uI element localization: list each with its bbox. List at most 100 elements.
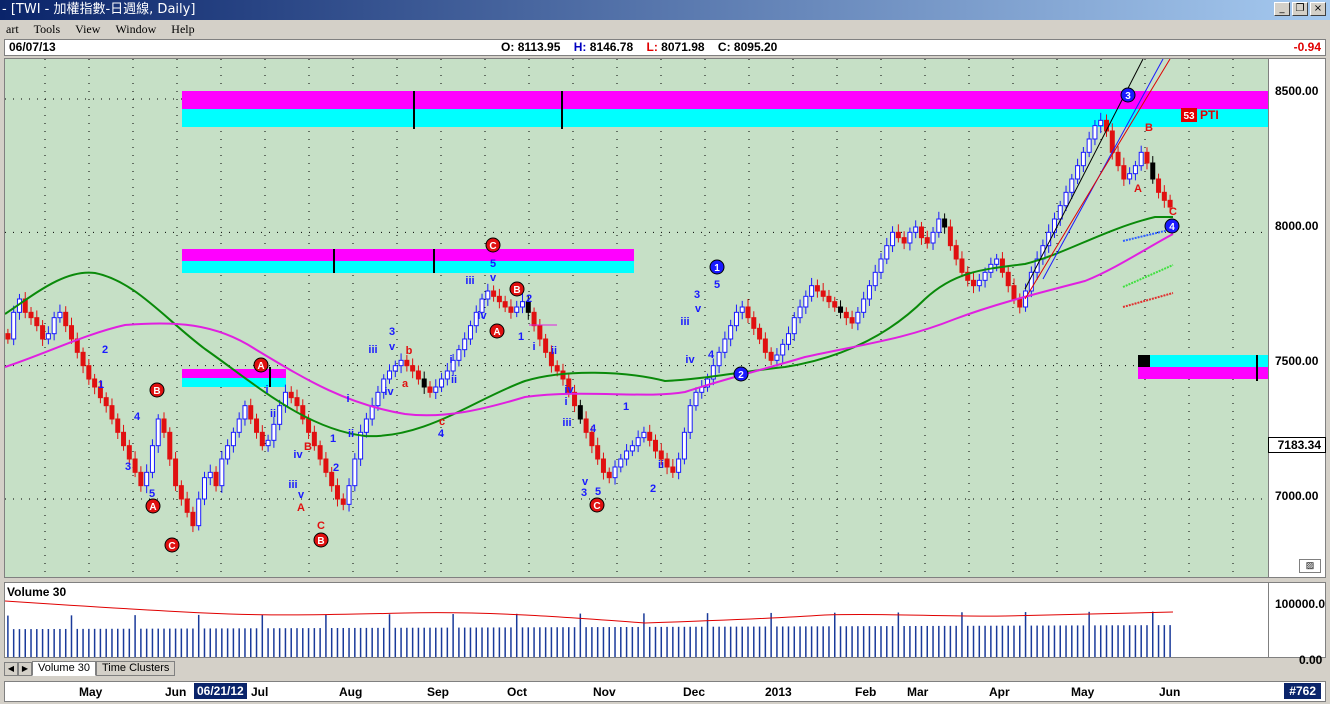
candle-body — [525, 301, 531, 313]
wave-text-label: 3 — [125, 461, 131, 473]
candle-body — [953, 245, 959, 260]
wave-text-label: 5 — [714, 279, 720, 291]
candle-body — [658, 450, 664, 460]
candle-body — [415, 370, 421, 380]
candle-body — [739, 306, 745, 313]
candle-body — [323, 458, 329, 473]
close-button[interactable]: × — [1310, 2, 1326, 16]
candle-body — [404, 359, 410, 367]
candle-body — [994, 258, 1000, 265]
candle-body — [612, 466, 618, 479]
candle-body — [924, 237, 930, 244]
candle-body — [543, 338, 549, 353]
candle-body — [600, 458, 606, 473]
channel-line-red — [1024, 59, 1171, 300]
candlesticks — [5, 112, 1173, 533]
candle-body — [201, 477, 207, 500]
candle-body — [173, 458, 179, 487]
price-chart-panel[interactable]: A B C A B C A B C 1 2 3 4 2 1 4 3 5 i ii iv iii v B A C 1 2 ii i iii 3 v… — [4, 58, 1326, 578]
candle-body — [485, 290, 491, 300]
wave-text-label: ii — [270, 408, 276, 420]
candle-body — [1028, 271, 1034, 292]
menu-tools[interactable]: Tools — [33, 21, 61, 36]
projection-green — [1122, 264, 1174, 288]
wave-text-label: v — [490, 272, 497, 284]
candle-body — [606, 471, 612, 479]
candle-body — [68, 325, 74, 340]
date-label: Dec — [683, 685, 706, 699]
date-label: May — [1071, 685, 1095, 699]
menu-window[interactable]: Window — [115, 21, 157, 36]
wave-text-label: 4 — [590, 423, 597, 435]
volume-panel[interactable]: Volume 30 — [4, 582, 1326, 658]
wave-text-label: b — [406, 345, 413, 357]
wave-text-label: 2 — [102, 344, 108, 356]
candle-body — [40, 325, 46, 340]
minimize-button[interactable]: _ — [1274, 2, 1290, 16]
price-chart-svg[interactable]: ABCABCABC123421435iiiiviiivBAC12iiiiii3v… — [5, 59, 1269, 578]
price-tick-8500: 8500.00 — [1275, 84, 1319, 98]
price-axis: 8500.00 8000.00 7500.00 7000.00 ▨ — [1268, 58, 1326, 578]
window-controls: _ ❐ × — [1274, 2, 1326, 16]
candle-body — [936, 218, 942, 233]
candle-body — [254, 418, 260, 433]
price-tick-7500: 7500.00 — [1275, 354, 1319, 368]
wave-text-label: 4 — [708, 349, 715, 361]
tab-time-clusters[interactable]: Time Clusters — [95, 661, 176, 676]
wave-text-label: iv — [564, 384, 574, 396]
candle-body — [358, 431, 364, 460]
candle-body — [219, 458, 225, 487]
tab-scroll-right-icon[interactable]: ▶ — [18, 662, 32, 676]
candle-body — [352, 458, 358, 487]
candle-body — [930, 231, 936, 244]
volume-ma-line — [5, 600, 1174, 624]
wave-text-label: v — [582, 476, 589, 488]
low-label: L: — [646, 40, 658, 54]
candle-body — [913, 226, 919, 233]
wave-circle — [253, 357, 269, 373]
restore-button[interactable]: ❐ — [1292, 2, 1308, 16]
menu-chart[interactable]: art — [6, 21, 19, 36]
corner-icon[interactable]: ▨ — [1299, 559, 1321, 573]
candle-body — [317, 445, 323, 460]
candle-body — [196, 498, 202, 527]
candle-body — [1069, 178, 1075, 193]
green-ma-line — [5, 216, 1173, 438]
wave-circle-label: 1 — [714, 263, 720, 274]
candle-body — [433, 386, 439, 393]
tab-scroll-left-icon[interactable]: ◀ — [4, 662, 18, 676]
candle-body — [583, 418, 589, 433]
wave-text-label: 1 — [98, 379, 104, 391]
volume-tick-100000: 100000.0 — [1275, 597, 1326, 611]
date-label: 2013 — [765, 685, 792, 699]
wave-circle-label: 2 — [738, 370, 744, 381]
candle-body — [629, 445, 635, 452]
candle-body — [28, 311, 34, 319]
projection-red — [1122, 292, 1174, 308]
wave-text-label: 5 — [149, 488, 155, 500]
candle-body — [890, 231, 896, 247]
pti-value-box — [1181, 108, 1197, 122]
low-band-magenta — [182, 369, 286, 378]
menu-view[interactable]: View — [75, 21, 101, 36]
wave-circle — [589, 497, 605, 513]
candle-body — [647, 431, 653, 441]
zone-bands — [182, 91, 1268, 387]
candle-body — [895, 231, 901, 239]
candle-body — [45, 333, 51, 340]
candle-body — [496, 295, 502, 303]
wave-circle-label: C — [168, 541, 175, 552]
candle-body — [1144, 151, 1150, 164]
volume-chart-svg — [5, 600, 1174, 657]
wave-text-label: B — [1145, 122, 1153, 134]
candle-body — [1092, 125, 1098, 140]
menu-help[interactable]: Help — [171, 21, 195, 36]
wave-text-label: 2 — [650, 483, 656, 495]
candle-body — [467, 325, 473, 340]
candle-body — [861, 298, 867, 313]
candle-body — [103, 397, 109, 407]
tab-volume-30[interactable]: Volume 30 — [32, 661, 96, 676]
price-tick-7000: 7000.00 — [1275, 489, 1319, 503]
candle-body — [901, 237, 907, 244]
candle-body — [814, 285, 820, 292]
